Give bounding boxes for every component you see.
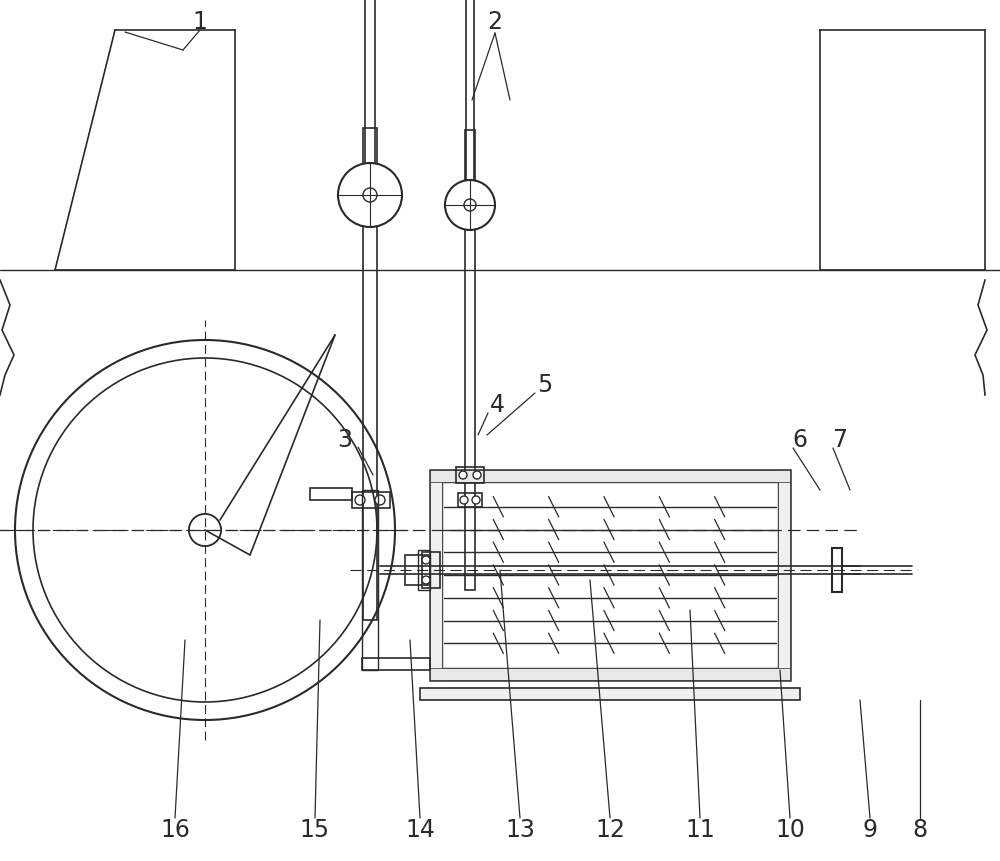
Text: 16: 16 (160, 818, 190, 842)
Bar (778, 470, 790, 680)
Bar (456, 467, 484, 483)
Circle shape (375, 495, 385, 505)
Bar (418, 550, 430, 590)
Bar (430, 470, 790, 482)
Bar (430, 668, 790, 680)
Circle shape (472, 496, 480, 504)
Text: 14: 14 (405, 818, 435, 842)
Bar (458, 493, 482, 507)
Text: 8: 8 (912, 818, 928, 842)
Text: 15: 15 (300, 818, 330, 842)
Circle shape (338, 163, 402, 227)
Circle shape (473, 471, 481, 479)
Circle shape (15, 340, 395, 720)
Circle shape (445, 180, 495, 230)
Bar (420, 688, 800, 700)
Bar (352, 492, 390, 508)
Text: 3: 3 (338, 428, 352, 452)
Bar (310, 488, 352, 500)
Bar (422, 552, 440, 588)
Text: 2: 2 (488, 10, 503, 34)
Text: 6: 6 (792, 428, 808, 452)
Circle shape (33, 358, 377, 702)
Bar (363, 128, 377, 620)
Bar (430, 470, 790, 680)
Text: 13: 13 (505, 818, 535, 842)
Text: 7: 7 (832, 428, 848, 452)
Circle shape (422, 556, 430, 564)
Circle shape (464, 199, 476, 211)
Circle shape (460, 496, 468, 504)
Bar (430, 470, 442, 680)
Text: 5: 5 (537, 373, 553, 397)
Text: 11: 11 (685, 818, 715, 842)
Circle shape (355, 495, 365, 505)
Circle shape (422, 576, 430, 584)
Bar (465, 130, 475, 590)
Circle shape (363, 188, 377, 202)
Text: 1: 1 (193, 10, 207, 34)
Circle shape (189, 514, 221, 546)
Bar (405, 555, 430, 585)
Circle shape (189, 514, 221, 546)
Circle shape (459, 471, 467, 479)
Text: 4: 4 (490, 393, 505, 417)
Text: 9: 9 (862, 818, 878, 842)
Bar (362, 658, 430, 670)
Bar (442, 482, 778, 668)
Bar (832, 548, 842, 592)
Text: 12: 12 (595, 818, 625, 842)
Bar (362, 490, 378, 670)
Text: 10: 10 (775, 818, 805, 842)
